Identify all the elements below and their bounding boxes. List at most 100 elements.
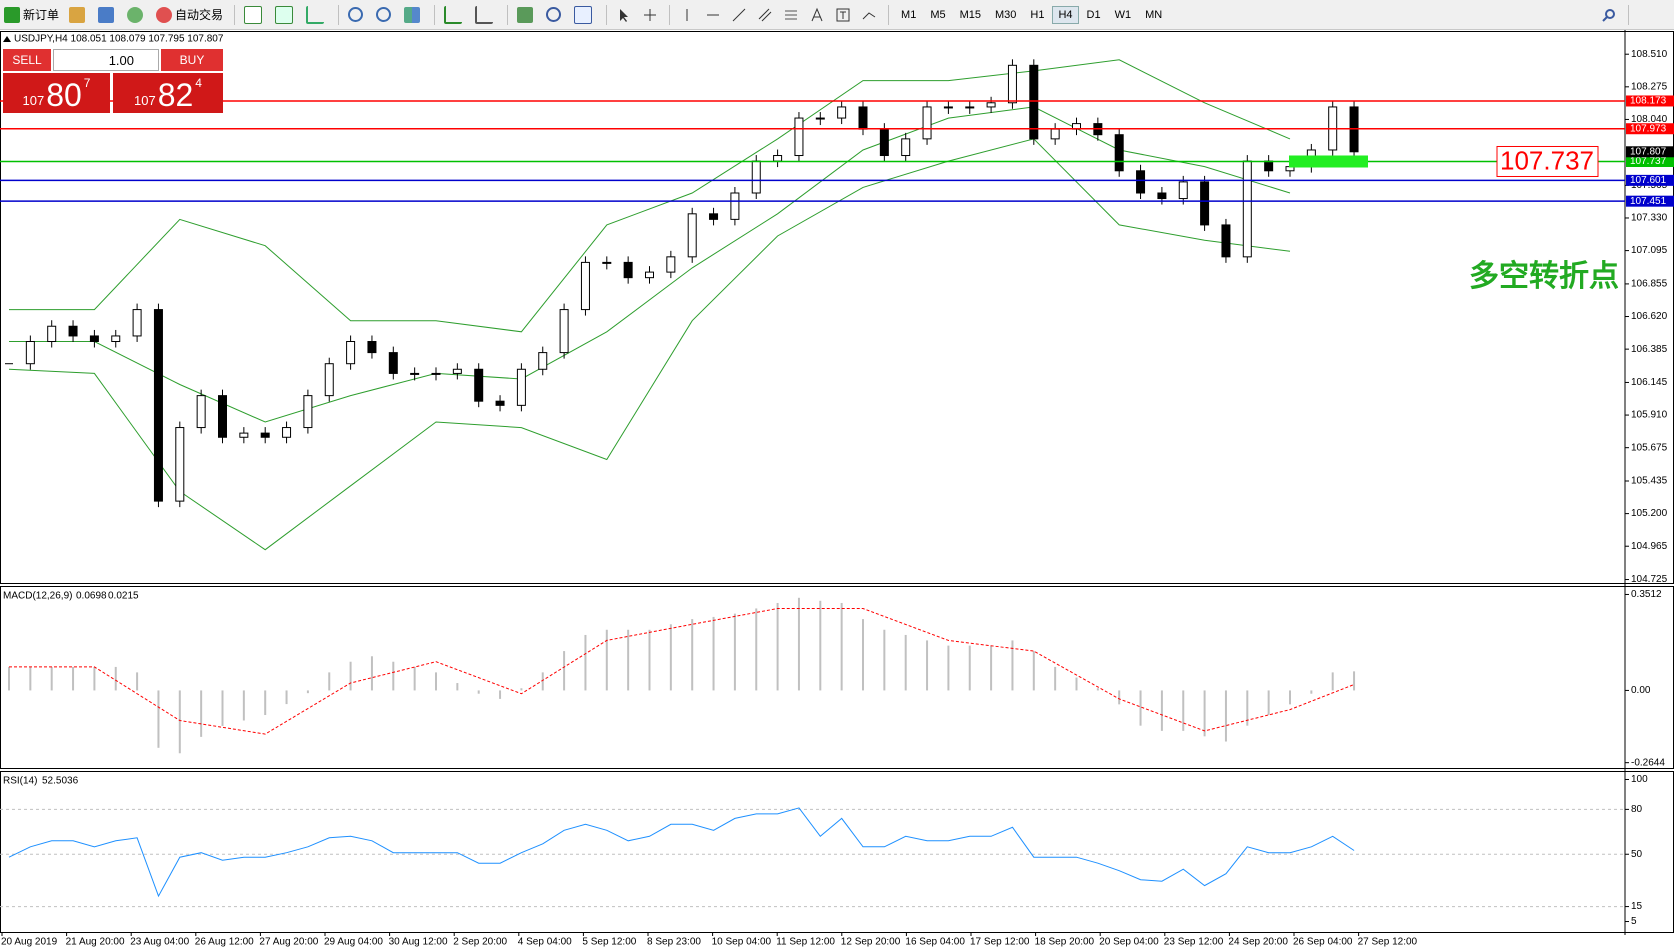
templates-button[interactable] xyxy=(570,3,599,27)
macd-bar xyxy=(797,597,800,691)
macd-bar xyxy=(157,690,160,748)
candle xyxy=(474,368,484,402)
level-label: 108.173 xyxy=(1630,96,1667,107)
y-tick-label: 0.3512 xyxy=(1631,589,1662,600)
candle xyxy=(1200,181,1210,226)
y-tick-label: 105.200 xyxy=(1631,508,1668,519)
tool-button[interactable] xyxy=(271,3,300,27)
candle xyxy=(1114,134,1124,172)
arrows-button[interactable] xyxy=(857,3,881,27)
indicator-title: MACD(12,26,9) xyxy=(3,591,72,602)
level-tag xyxy=(1626,95,1674,107)
candle xyxy=(1029,64,1039,140)
macd-bar xyxy=(669,624,672,691)
hline-button[interactable] xyxy=(701,3,725,27)
timeframe-button[interactable]: H4 xyxy=(1052,5,1079,24)
tool-button[interactable] xyxy=(440,3,469,27)
timeframe-button[interactable]: D1 xyxy=(1086,8,1101,21)
icon xyxy=(785,10,798,19)
candle xyxy=(1157,192,1167,200)
macd-bar xyxy=(306,690,309,694)
macd-bar xyxy=(947,645,950,691)
cursor-button[interactable] xyxy=(612,3,636,27)
turning-zone xyxy=(1289,155,1368,168)
candle xyxy=(431,372,441,375)
timeframe-button[interactable]: W1 xyxy=(1114,8,1132,21)
separator xyxy=(1628,4,1629,25)
label-button[interactable] xyxy=(831,3,855,27)
level-tag xyxy=(1626,195,1674,207)
x-tick-label: 26 Sep 04:00 xyxy=(1293,937,1353,948)
timeframe-button[interactable]: M30 xyxy=(995,8,1017,21)
candle xyxy=(68,325,78,337)
macd-bar xyxy=(755,608,758,691)
macd-bar xyxy=(456,683,459,691)
timeframe-button[interactable]: M1 xyxy=(901,8,917,21)
macd-bar xyxy=(413,666,416,691)
new-order-button[interactable]: 新订单 xyxy=(0,3,63,27)
macd-bar xyxy=(1096,688,1099,691)
macd-bar xyxy=(328,672,331,691)
sell-price[interactable]: 107 80 7 xyxy=(3,73,110,113)
trendline-button[interactable] xyxy=(727,3,751,27)
text-button[interactable] xyxy=(805,3,829,27)
macd-bar xyxy=(883,629,886,691)
icon xyxy=(475,5,494,24)
indicators-button[interactable] xyxy=(513,3,540,27)
zoom-out-button[interactable] xyxy=(372,3,398,27)
periods-button[interactable] xyxy=(542,3,568,27)
candle xyxy=(495,400,505,406)
search-button[interactable] xyxy=(1597,3,1621,27)
y-tick-label: 104.725 xyxy=(1631,574,1668,585)
macd-bar xyxy=(1182,690,1185,731)
macd-bar xyxy=(499,690,502,699)
tool-button[interactable] xyxy=(240,3,269,27)
timeframe-button[interactable]: MN xyxy=(1145,8,1163,21)
price-head: 107 xyxy=(22,93,45,108)
crosshair-button[interactable] xyxy=(638,3,662,27)
sell-button[interactable]: SELL xyxy=(3,49,51,71)
bollinger-band xyxy=(9,59,1291,333)
lot-input[interactable]: 1.00 xyxy=(53,49,159,71)
indicator-value: 52.5036 xyxy=(42,776,79,787)
panel-frame xyxy=(0,586,1674,769)
tool-button[interactable] xyxy=(94,3,121,27)
buy-price[interactable]: 107 82 4 xyxy=(113,73,223,113)
tile-button[interactable] xyxy=(400,3,427,27)
x-tick-label: 18 Sep 20:00 xyxy=(1035,937,1095,948)
candle xyxy=(858,106,868,130)
candle xyxy=(25,341,35,365)
macd-bar xyxy=(691,619,694,691)
separator xyxy=(434,4,436,25)
macd-bar xyxy=(477,690,480,694)
tool-button[interactable] xyxy=(302,3,331,27)
timeframe-button[interactable]: H1 xyxy=(1030,8,1045,21)
timeframe-button[interactable]: M15 xyxy=(959,8,981,21)
vline-button[interactable] xyxy=(675,3,699,27)
candle xyxy=(1050,128,1060,140)
channel-button[interactable] xyxy=(753,3,777,27)
x-tick-label: 23 Aug 04:00 xyxy=(130,937,189,948)
fibo-button[interactable] xyxy=(779,3,803,27)
macd-bar xyxy=(72,666,75,691)
candle xyxy=(580,261,590,311)
x-tick-label: 23 Sep 12:00 xyxy=(1164,937,1224,948)
candle xyxy=(111,335,121,343)
tool-button[interactable] xyxy=(65,3,92,27)
timeframe-button[interactable]: M5 xyxy=(930,8,946,21)
tool-button[interactable] xyxy=(123,3,150,27)
icon xyxy=(98,6,115,23)
y-tick-label: 106.620 xyxy=(1631,311,1668,322)
buy-button[interactable]: BUY xyxy=(161,49,223,71)
x-tick-label: 4 Sep 04:00 xyxy=(518,937,572,948)
icon xyxy=(244,5,263,24)
level-label: 107.451 xyxy=(1630,196,1667,207)
chart: 108.510108.275108.040107.565107.330107.0… xyxy=(0,30,1674,948)
macd-bar xyxy=(1075,677,1078,691)
x-tick-label: 26 Aug 12:00 xyxy=(195,937,254,948)
zoom-in-button[interactable] xyxy=(344,3,370,27)
y-tick-label: 105.435 xyxy=(1631,476,1668,487)
x-tick-label: 2 Sep 20:00 xyxy=(453,937,507,948)
auto-trading-button[interactable]: 自动交易 xyxy=(152,3,227,27)
tool-button[interactable] xyxy=(471,3,500,27)
